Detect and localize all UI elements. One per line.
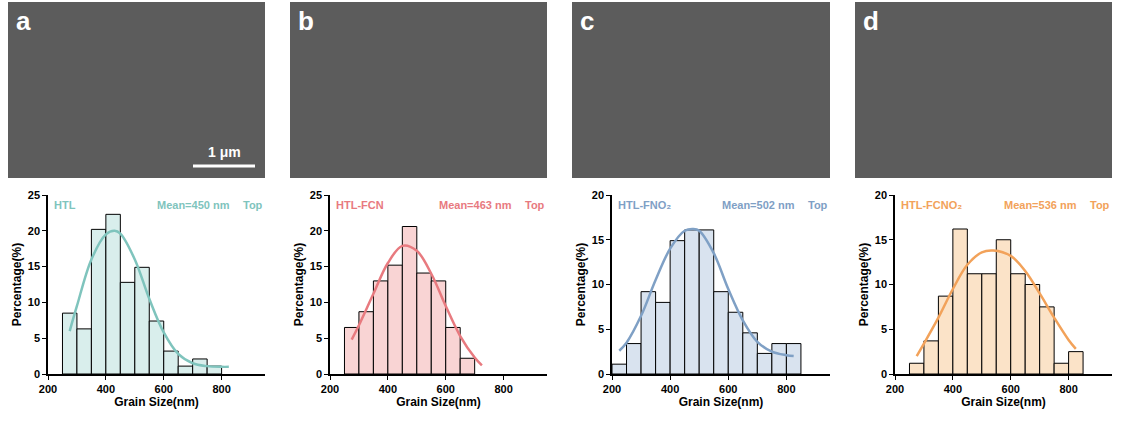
- svg-text:20: 20: [28, 225, 40, 237]
- svg-text:200: 200: [321, 383, 339, 395]
- svg-text:Percentage(%): Percentage(%): [10, 243, 24, 326]
- svg-text:0: 0: [316, 368, 322, 380]
- svg-text:600: 600: [437, 383, 455, 395]
- svg-text:HTL-FCNO₂: HTL-FCNO₂: [901, 199, 962, 211]
- svg-text:b: b: [298, 6, 314, 36]
- svg-text:Mean=536 nm: Mean=536 nm: [1004, 199, 1077, 211]
- svg-text:15: 15: [875, 234, 887, 246]
- svg-text:Mean=450 nm: Mean=450 nm: [157, 199, 230, 211]
- svg-text:1 μm: 1 μm: [208, 144, 241, 160]
- svg-text:Percentage(%): Percentage(%): [857, 243, 871, 326]
- svg-text:15: 15: [592, 234, 604, 246]
- svg-text:Top: Top: [525, 199, 545, 211]
- svg-text:15: 15: [310, 260, 322, 272]
- svg-text:200: 200: [603, 383, 621, 395]
- svg-text:600: 600: [719, 383, 737, 395]
- svg-text:Top: Top: [1090, 199, 1110, 211]
- svg-text:Top: Top: [243, 199, 263, 211]
- svg-text:400: 400: [944, 383, 962, 395]
- svg-text:400: 400: [379, 383, 397, 395]
- svg-text:Mean=502 nm: Mean=502 nm: [722, 199, 795, 211]
- svg-text:Grain Size(nm): Grain Size(nm): [396, 395, 481, 409]
- svg-text:HTL-FNO₂: HTL-FNO₂: [618, 199, 671, 211]
- svg-text:800: 800: [494, 383, 512, 395]
- svg-text:Grain Size(nm): Grain Size(nm): [961, 395, 1046, 409]
- svg-text:Percentage(%): Percentage(%): [574, 243, 588, 326]
- svg-text:5: 5: [316, 332, 322, 344]
- svg-text:Percentage(%): Percentage(%): [292, 243, 306, 326]
- svg-text:Top: Top: [808, 199, 828, 211]
- svg-text:0: 0: [881, 368, 887, 380]
- svg-text:800: 800: [212, 383, 230, 395]
- svg-text:400: 400: [97, 383, 115, 395]
- svg-text:Mean=463 nm: Mean=463 nm: [439, 199, 512, 211]
- svg-text:20: 20: [875, 189, 887, 201]
- svg-text:a: a: [16, 6, 31, 36]
- svg-text:800: 800: [777, 383, 795, 395]
- svg-text:Grain Size(nm): Grain Size(nm): [679, 395, 764, 409]
- svg-text:800: 800: [1059, 383, 1077, 395]
- svg-text:400: 400: [661, 383, 679, 395]
- svg-text:10: 10: [875, 278, 887, 290]
- svg-text:200: 200: [886, 383, 904, 395]
- svg-text:20: 20: [310, 225, 322, 237]
- svg-text:c: c: [580, 6, 594, 36]
- svg-text:HTL-FCN: HTL-FCN: [336, 199, 384, 211]
- svg-text:600: 600: [1002, 383, 1020, 395]
- svg-text:10: 10: [310, 296, 322, 308]
- svg-text:5: 5: [881, 323, 887, 335]
- svg-text:25: 25: [310, 189, 322, 201]
- svg-text:0: 0: [598, 368, 604, 380]
- svg-text:25: 25: [28, 189, 40, 201]
- svg-text:d: d: [863, 6, 879, 36]
- svg-text:200: 200: [39, 383, 57, 395]
- svg-text:15: 15: [28, 260, 40, 272]
- svg-text:10: 10: [28, 296, 40, 308]
- svg-text:10: 10: [592, 278, 604, 290]
- svg-text:600: 600: [155, 383, 173, 395]
- svg-text:5: 5: [598, 323, 604, 335]
- svg-text:20: 20: [592, 189, 604, 201]
- svg-text:5: 5: [34, 332, 40, 344]
- svg-text:0: 0: [34, 368, 40, 380]
- svg-text:Grain Size(nm): Grain Size(nm): [114, 395, 199, 409]
- svg-text:HTL: HTL: [54, 199, 76, 211]
